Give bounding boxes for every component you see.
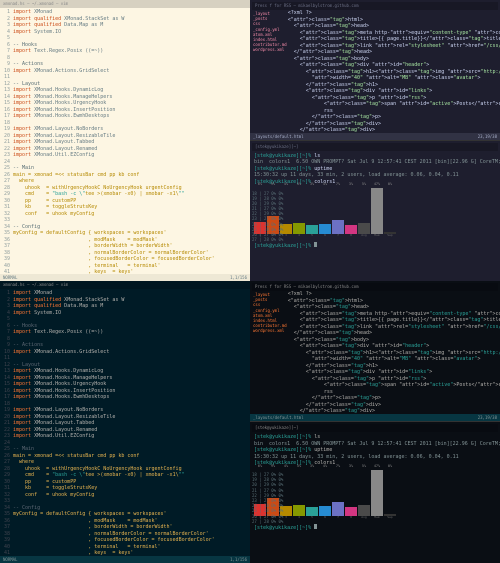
file-tree[interactable]: _layout_postscss_config.ymlatom.xmlindex…	[252, 10, 288, 134]
cursor-icon	[314, 242, 317, 247]
html-statusbar: _layouts/default.html 23,19/38	[250, 133, 500, 140]
cpu-bar-Mem: 47%Mem	[371, 188, 383, 238]
cpu-bar-6: 4%6	[319, 188, 331, 238]
status-pos: 1,1/156	[230, 275, 247, 280]
terminal-pane-dark[interactable]: [stek@yukikaze][~] [stek@yukikaze][~]% l…	[250, 422, 500, 563]
cpu-bar-Mem: 47%Mem	[371, 470, 383, 520]
cpu-bar-7: 7%7	[332, 188, 344, 238]
cpu-bar-8: 3%8	[345, 188, 357, 238]
cpu-bar-Swp: 0%Swp	[384, 470, 396, 520]
status-mode: NORMAL	[3, 275, 17, 280]
cpu-bar-4: 5%4	[293, 470, 305, 520]
editor-pane[interactable]: 1import XMonad2import qualified XMonad.S…	[0, 8, 250, 281]
window-titlebar-dark: xmonad.hs — ~/.xmonad — vim	[0, 281, 250, 289]
cpu-bar-8: 3%8	[345, 470, 357, 520]
cpu-bar-Avg: 5%Avg	[358, 188, 370, 238]
terminal-pane[interactable]: [stek@yukikaze][~] [stek@yukikaze][~]% l…	[250, 141, 500, 282]
quadrant-top-right: Press f for RSS — mikaelbylstrom.github.…	[250, 0, 500, 281]
cpu-bar-Swp: 0%Swp	[384, 188, 396, 238]
status-bar-dark: NORMAL 1,1/156	[0, 556, 250, 563]
cpu-bar-4: 5%4	[293, 188, 305, 238]
cpu-bar-5: 3%5	[306, 470, 318, 520]
quadrant-dark-solarized: xmonad.hs — ~/.xmonad — vim 1import XMon…	[0, 281, 250, 563]
quadrant-light-solarized: xmonad.hs — ~/.xmonad — vim 1import XMon…	[0, 0, 250, 281]
term-titlebar: [stek@yukikaze][~]	[252, 143, 498, 151]
html-code-dark[interactable]: <?xml ?><"attr">class="tag">html> <"attr…	[288, 291, 500, 415]
html-editor-pane[interactable]: Press f for RSS — mikaelbylstrom.github.…	[250, 0, 500, 141]
cpu-bar-6: 4%6	[319, 470, 331, 520]
editor-pane-dark[interactable]: 1import XMonad2import qualified XMonad.S…	[0, 289, 250, 563]
quadrant-bottom-right: Press f for RSS — mikaelbylstrom.github.…	[250, 281, 500, 563]
html-code[interactable]: <?xml ?><"attr">class="tag">html> <"attr…	[288, 10, 500, 134]
cursor-icon	[314, 524, 317, 529]
cpu-bar-5: 3%5	[306, 188, 318, 238]
file-tree-dark[interactable]: _layout_postscss_config.ymlatom.xmlindex…	[252, 291, 288, 415]
cpu-bar-7: 7%7	[332, 470, 344, 520]
status-bar: NORMAL 1,1/156	[0, 274, 250, 281]
html-titlebar: Press f for RSS — mikaelbylstrom.github.…	[252, 2, 498, 10]
window-titlebar: xmonad.hs — ~/.xmonad — vim	[0, 0, 250, 8]
cpu-bar-Avg: 5%Avg	[358, 470, 370, 520]
html-editor-pane-dark[interactable]: Press f for RSS — mikaelbylstrom.github.…	[250, 281, 500, 422]
